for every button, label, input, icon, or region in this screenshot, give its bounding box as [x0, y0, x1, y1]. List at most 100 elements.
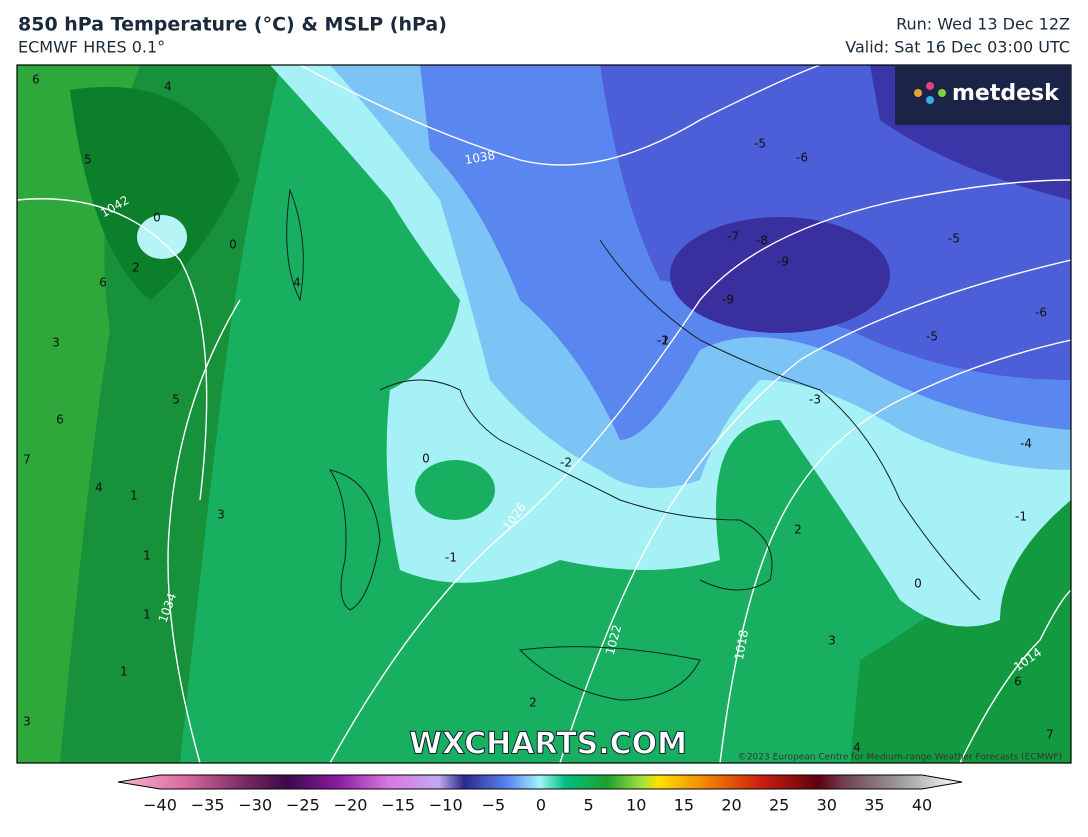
isobars [17, 65, 1071, 763]
subtitle: ECMWF HRES 0.1° [18, 38, 165, 57]
colorbar-tick-label: 0 [536, 796, 546, 815]
isobar [719, 339, 1071, 763]
temperature-label: -2 [560, 456, 572, 470]
temperature-label: -9 [777, 255, 789, 269]
temperature-label: 6 [1014, 675, 1022, 689]
logo-text: metdesk [952, 81, 1060, 106]
temperature-label: 5 [84, 153, 92, 167]
coastline [286, 188, 304, 302]
temperature-label: 6 [99, 276, 107, 290]
temp-zone [415, 460, 495, 520]
colorbar-tick-label: 20 [721, 796, 741, 815]
isobar-label: 1038 [464, 148, 497, 167]
temp-zone [17, 65, 140, 763]
temperature-label: 2 [794, 523, 802, 537]
colorbar-tick-label: −40 [143, 796, 177, 815]
title: 850 hPa Temperature (°C) & MSLP (hPa) [18, 14, 447, 36]
temperature-label: 6 [56, 413, 64, 427]
temperature-label: -8 [756, 234, 768, 248]
temperature-label: -1 [657, 334, 669, 348]
colorbar-tick-label: −20 [334, 796, 368, 815]
temperature-label: -2 [657, 334, 669, 348]
temperature-label: 4 [95, 481, 103, 495]
temperature-label: -3 [809, 393, 821, 407]
isobar [17, 198, 208, 501]
temperature-label: -5 [926, 330, 938, 344]
temperature-label: 0 [914, 577, 922, 591]
colorbar-tick-label: 5 [584, 796, 594, 815]
temperature-label: -7 [727, 230, 739, 244]
temperature-label: 4 [164, 80, 172, 94]
temperature-label: 1 [143, 608, 151, 622]
colorbar-tick-label: −5 [482, 796, 506, 815]
temperature-label: 1 [130, 489, 138, 503]
temperature-label: -4 [1020, 437, 1032, 451]
temperature-label: 1 [143, 549, 151, 563]
watermark: WXCHARTS.COM [409, 727, 687, 762]
temperature-label: 6 [32, 73, 40, 87]
temperature-label: -1 [445, 551, 457, 565]
colorbar-tick-label: 10 [626, 796, 646, 815]
colorbar-ticks: −40 −35 −30 −25 −20 −15 −10 −5 0 5 10 15 20 25 30 35 40 [143, 796, 932, 815]
temperature-label: 4 [853, 741, 861, 755]
coastline [518, 646, 701, 701]
coastline [328, 469, 381, 611]
isobar [559, 259, 1071, 763]
temperature-label: 3 [217, 508, 225, 522]
isobar [959, 589, 1071, 763]
logo-dot [914, 89, 922, 97]
coastline [379, 379, 773, 591]
temperature-label: 7 [23, 453, 31, 467]
temperature-label: -1 [1015, 510, 1027, 524]
temp-zone [137, 215, 187, 259]
temp-zone [670, 217, 890, 333]
map-frame [16, 64, 1072, 764]
isobar [299, 65, 821, 166]
logo-box [895, 65, 1071, 125]
coastline [599, 239, 981, 601]
temp-zone [70, 86, 240, 300]
temperature-label: 1 [120, 665, 128, 679]
logo-dot [926, 96, 934, 104]
colorbar-tick-label: 30 [817, 796, 837, 815]
temperature-label: -5 [754, 137, 766, 151]
temperature-label: 5 [172, 393, 180, 407]
temperature-label: 7 [1046, 728, 1054, 742]
copyright: ©2023 European Centre for Medium-range W… [738, 753, 1062, 763]
colorbar-tick-label: 25 [769, 796, 789, 815]
colorbar-tick-label: −25 [286, 796, 320, 815]
temperature-label: 3 [23, 715, 31, 729]
logo-dot [926, 82, 934, 90]
temperature-label: 2 [132, 261, 140, 275]
colorbar-tick-label: 35 [864, 796, 884, 815]
isobar [329, 179, 1071, 763]
colorbar-tick-label: −35 [191, 796, 225, 815]
colorbar-tick-label: −10 [429, 796, 463, 815]
colorbar-tick-label: 15 [674, 796, 694, 815]
temp-zone [850, 500, 1071, 763]
colorbar-tick-label: −15 [381, 796, 415, 815]
isobar-label: 1018 [732, 629, 751, 662]
temperature-label: 0 [422, 452, 430, 466]
colorbar-tick-label: −30 [238, 796, 272, 815]
temperature-label: -6 [796, 151, 808, 165]
logo-icon [914, 82, 946, 104]
temperature-label: -6 [1035, 306, 1047, 320]
valid-time: Valid: Sat 16 Dec 03:00 UTC [845, 38, 1070, 57]
temperature-label: -9 [722, 293, 734, 307]
colorbar-tick-label: 40 [912, 796, 932, 815]
logo-dot [938, 89, 946, 97]
isobar [167, 299, 241, 763]
temperature-label: 0 [229, 238, 237, 252]
temperature-label: -5 [948, 232, 960, 246]
temperature-label: 0 [153, 211, 161, 225]
coastlines [286, 188, 981, 701]
temperature-label: 3 [828, 634, 836, 648]
run-time: Run: Wed 13 Dec 12Z [896, 15, 1070, 34]
temperature-label: 4 [293, 276, 301, 290]
colorbar [117, 774, 963, 790]
temperature-label: 3 [52, 336, 60, 350]
temperature-label: 2 [529, 696, 537, 710]
